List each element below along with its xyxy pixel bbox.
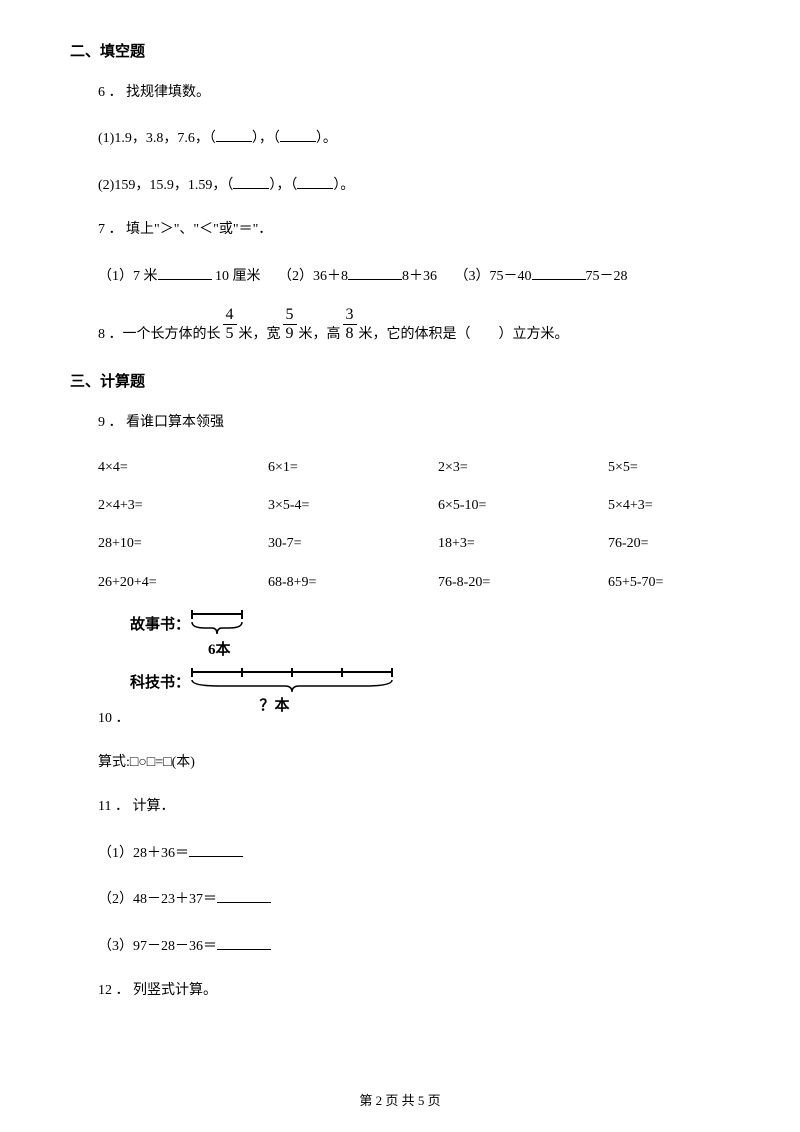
label-sciencebook: 科技书： <box>130 671 190 695</box>
question-9: 9 ． 看谁口算本领强 <box>98 412 730 434</box>
q10-diagram: 故事书： 6本 科技书： <box>130 610 730 698</box>
q7-text: 填上"＞"、"＜"或"＝"． <box>126 222 272 237</box>
fraction-1: 45 <box>223 306 237 342</box>
blank <box>348 264 402 280</box>
question-8: 8 ． 一个长方体的长 45 米，宽 59 米，高 38 米，它的体积是（ ）立… <box>98 310 730 346</box>
count-question: ？本 <box>260 694 290 718</box>
calc-cell: 5×4+3= <box>608 495 758 517</box>
q11-sub1-text: （1）28＋36＝ <box>98 846 189 861</box>
calc-cell: 4×4= <box>98 457 268 479</box>
question-10: 10 ． ？本 <box>98 706 730 730</box>
frac-num: 4 <box>223 306 237 325</box>
q10-expr: 算式:□○□=□(本) <box>98 752 730 774</box>
blank <box>297 173 333 189</box>
q8-t3: 米，高 <box>299 324 341 346</box>
calc-row: 28+10=30-7=18+3=76-20= <box>98 533 730 555</box>
count-6: 6本 <box>208 638 231 662</box>
frac-den: 8 <box>343 325 357 343</box>
diagram-count-1: 6本 <box>208 638 730 662</box>
q6-num: 6 ． <box>98 85 123 100</box>
calc-row: 4×4=6×1=2×3=5×5= <box>98 457 730 479</box>
q6-sub1-suffix: ）。 <box>316 131 337 146</box>
q11-sub1: （1）28＋36＝ <box>98 841 730 865</box>
q12-num: 12 ． <box>98 983 130 998</box>
q11-sub3: （3）97－28－36＝ <box>98 934 730 958</box>
q7-num: 7 ． <box>98 222 123 237</box>
q7-sub1-b: 10 厘米 <box>212 269 261 284</box>
q7-sub3-a: （3）75－40 <box>455 269 532 284</box>
q9-text: 看谁口算本领强 <box>126 415 224 430</box>
q7-subs: （1）7 米 10 厘米 （2）36＋8 8＋36 （3）75－40 75－28 <box>98 264 730 288</box>
calc-cell: 3×5-4= <box>268 495 438 517</box>
blank <box>189 841 243 857</box>
q6-sub2-suffix: ）。 <box>333 178 354 193</box>
fraction-2: 59 <box>283 306 297 342</box>
q6-sub2-mid: ），（ <box>269 178 297 193</box>
calc-cell: 18+3= <box>438 533 608 555</box>
q8-t2: 米，宽 <box>239 324 281 346</box>
frac-num: 3 <box>343 306 357 325</box>
q11-num: 11 ． <box>98 799 129 814</box>
q7-sub2-a: （2）36＋8 <box>278 269 348 284</box>
blank <box>158 264 212 280</box>
section-2-header: 二、填空题 <box>70 40 730 64</box>
q11-text: 计算． <box>132 799 174 814</box>
q8-t4: 米，它的体积是（ ）立方米。 <box>359 324 569 346</box>
calc-cell: 76-8-20= <box>438 572 608 594</box>
blank <box>217 934 271 950</box>
blank <box>280 126 316 142</box>
q11-sub3-text: （3）97－28－36＝ <box>98 939 217 954</box>
calc-cell: 5×5= <box>608 457 758 479</box>
fraction-3: 38 <box>343 306 357 342</box>
q6-sub1-prefix: (1)1.9，3.8，7.6，（ <box>98 131 216 146</box>
q11-sub2: （2）48－23＋37＝ <box>98 887 730 911</box>
calc-cell: 26+20+4= <box>98 572 268 594</box>
q9-grid: 4×4=6×1=2×3=5×5= 2×4+3=3×5-4=6×5-10=5×4+3… <box>70 457 730 595</box>
frac-den: 9 <box>283 325 297 343</box>
calc-cell: 28+10= <box>98 533 268 555</box>
calc-cell: 6×5-10= <box>438 495 608 517</box>
q10-expr-text: 算式:□○□=□(本) <box>98 755 195 770</box>
question-12: 12 ． 列竖式计算。 <box>98 980 730 1002</box>
brace-icon-short <box>190 610 250 640</box>
q10-num: 10 ． <box>98 708 130 730</box>
q6-text: 找规律填数。 <box>126 85 210 100</box>
blank <box>233 173 269 189</box>
question-7: 7 ． 填上"＞"、"＜"或"＝"． <box>98 219 730 241</box>
calc-cell: 30-7= <box>268 533 438 555</box>
page-footer: 第 2 页 共 5 页 <box>0 1091 800 1112</box>
frac-num: 5 <box>283 306 297 325</box>
q8-t1: 一个长方体的长 <box>123 324 221 346</box>
q12-text: 列竖式计算。 <box>133 983 217 998</box>
calc-cell: 2×4+3= <box>98 495 268 517</box>
q7-sub3-b: 75－28 <box>586 269 628 284</box>
q6-sub1-mid: ），（ <box>252 131 280 146</box>
q7-sub1-a: （1）7 米 <box>98 269 158 284</box>
calc-cell: 68-8+9= <box>268 572 438 594</box>
q8-num: 8 ． <box>98 324 123 346</box>
blank <box>217 887 271 903</box>
calc-row: 2×4+3=3×5-4=6×5-10=5×4+3= <box>98 495 730 517</box>
label-storybook: 故事书： <box>130 613 190 637</box>
q6-sub2: (2)159，15.9，1.59，（ ），（ ）。 <box>98 173 730 197</box>
section-3-header: 三、计算题 <box>70 370 730 394</box>
question-11: 11 ． 计算． <box>98 796 730 818</box>
q6-sub2-prefix: (2)159，15.9，1.59，（ <box>98 178 233 193</box>
q6-sub1: (1)1.9，3.8，7.6，（ ），（ ）。 <box>98 126 730 150</box>
frac-den: 5 <box>223 325 237 343</box>
calc-row: 26+20+4=68-8+9=76-8-20=65+5-70= <box>98 572 730 594</box>
calc-cell: 76-20= <box>608 533 758 555</box>
blank <box>532 264 586 280</box>
diagram-row-2: 科技书： <box>130 668 730 698</box>
q9-num: 9 ． <box>98 415 123 430</box>
question-6: 6 ． 找规律填数。 <box>98 82 730 104</box>
blank <box>216 126 252 142</box>
calc-cell: 6×1= <box>268 457 438 479</box>
q11-sub2-text: （2）48－23＋37＝ <box>98 892 217 907</box>
brace-icon-long <box>190 668 410 698</box>
diagram-row-1: 故事书： <box>130 610 730 640</box>
calc-cell: 65+5-70= <box>608 572 758 594</box>
q7-sub2-b: 8＋36 <box>402 269 437 284</box>
calc-cell: 2×3= <box>438 457 608 479</box>
